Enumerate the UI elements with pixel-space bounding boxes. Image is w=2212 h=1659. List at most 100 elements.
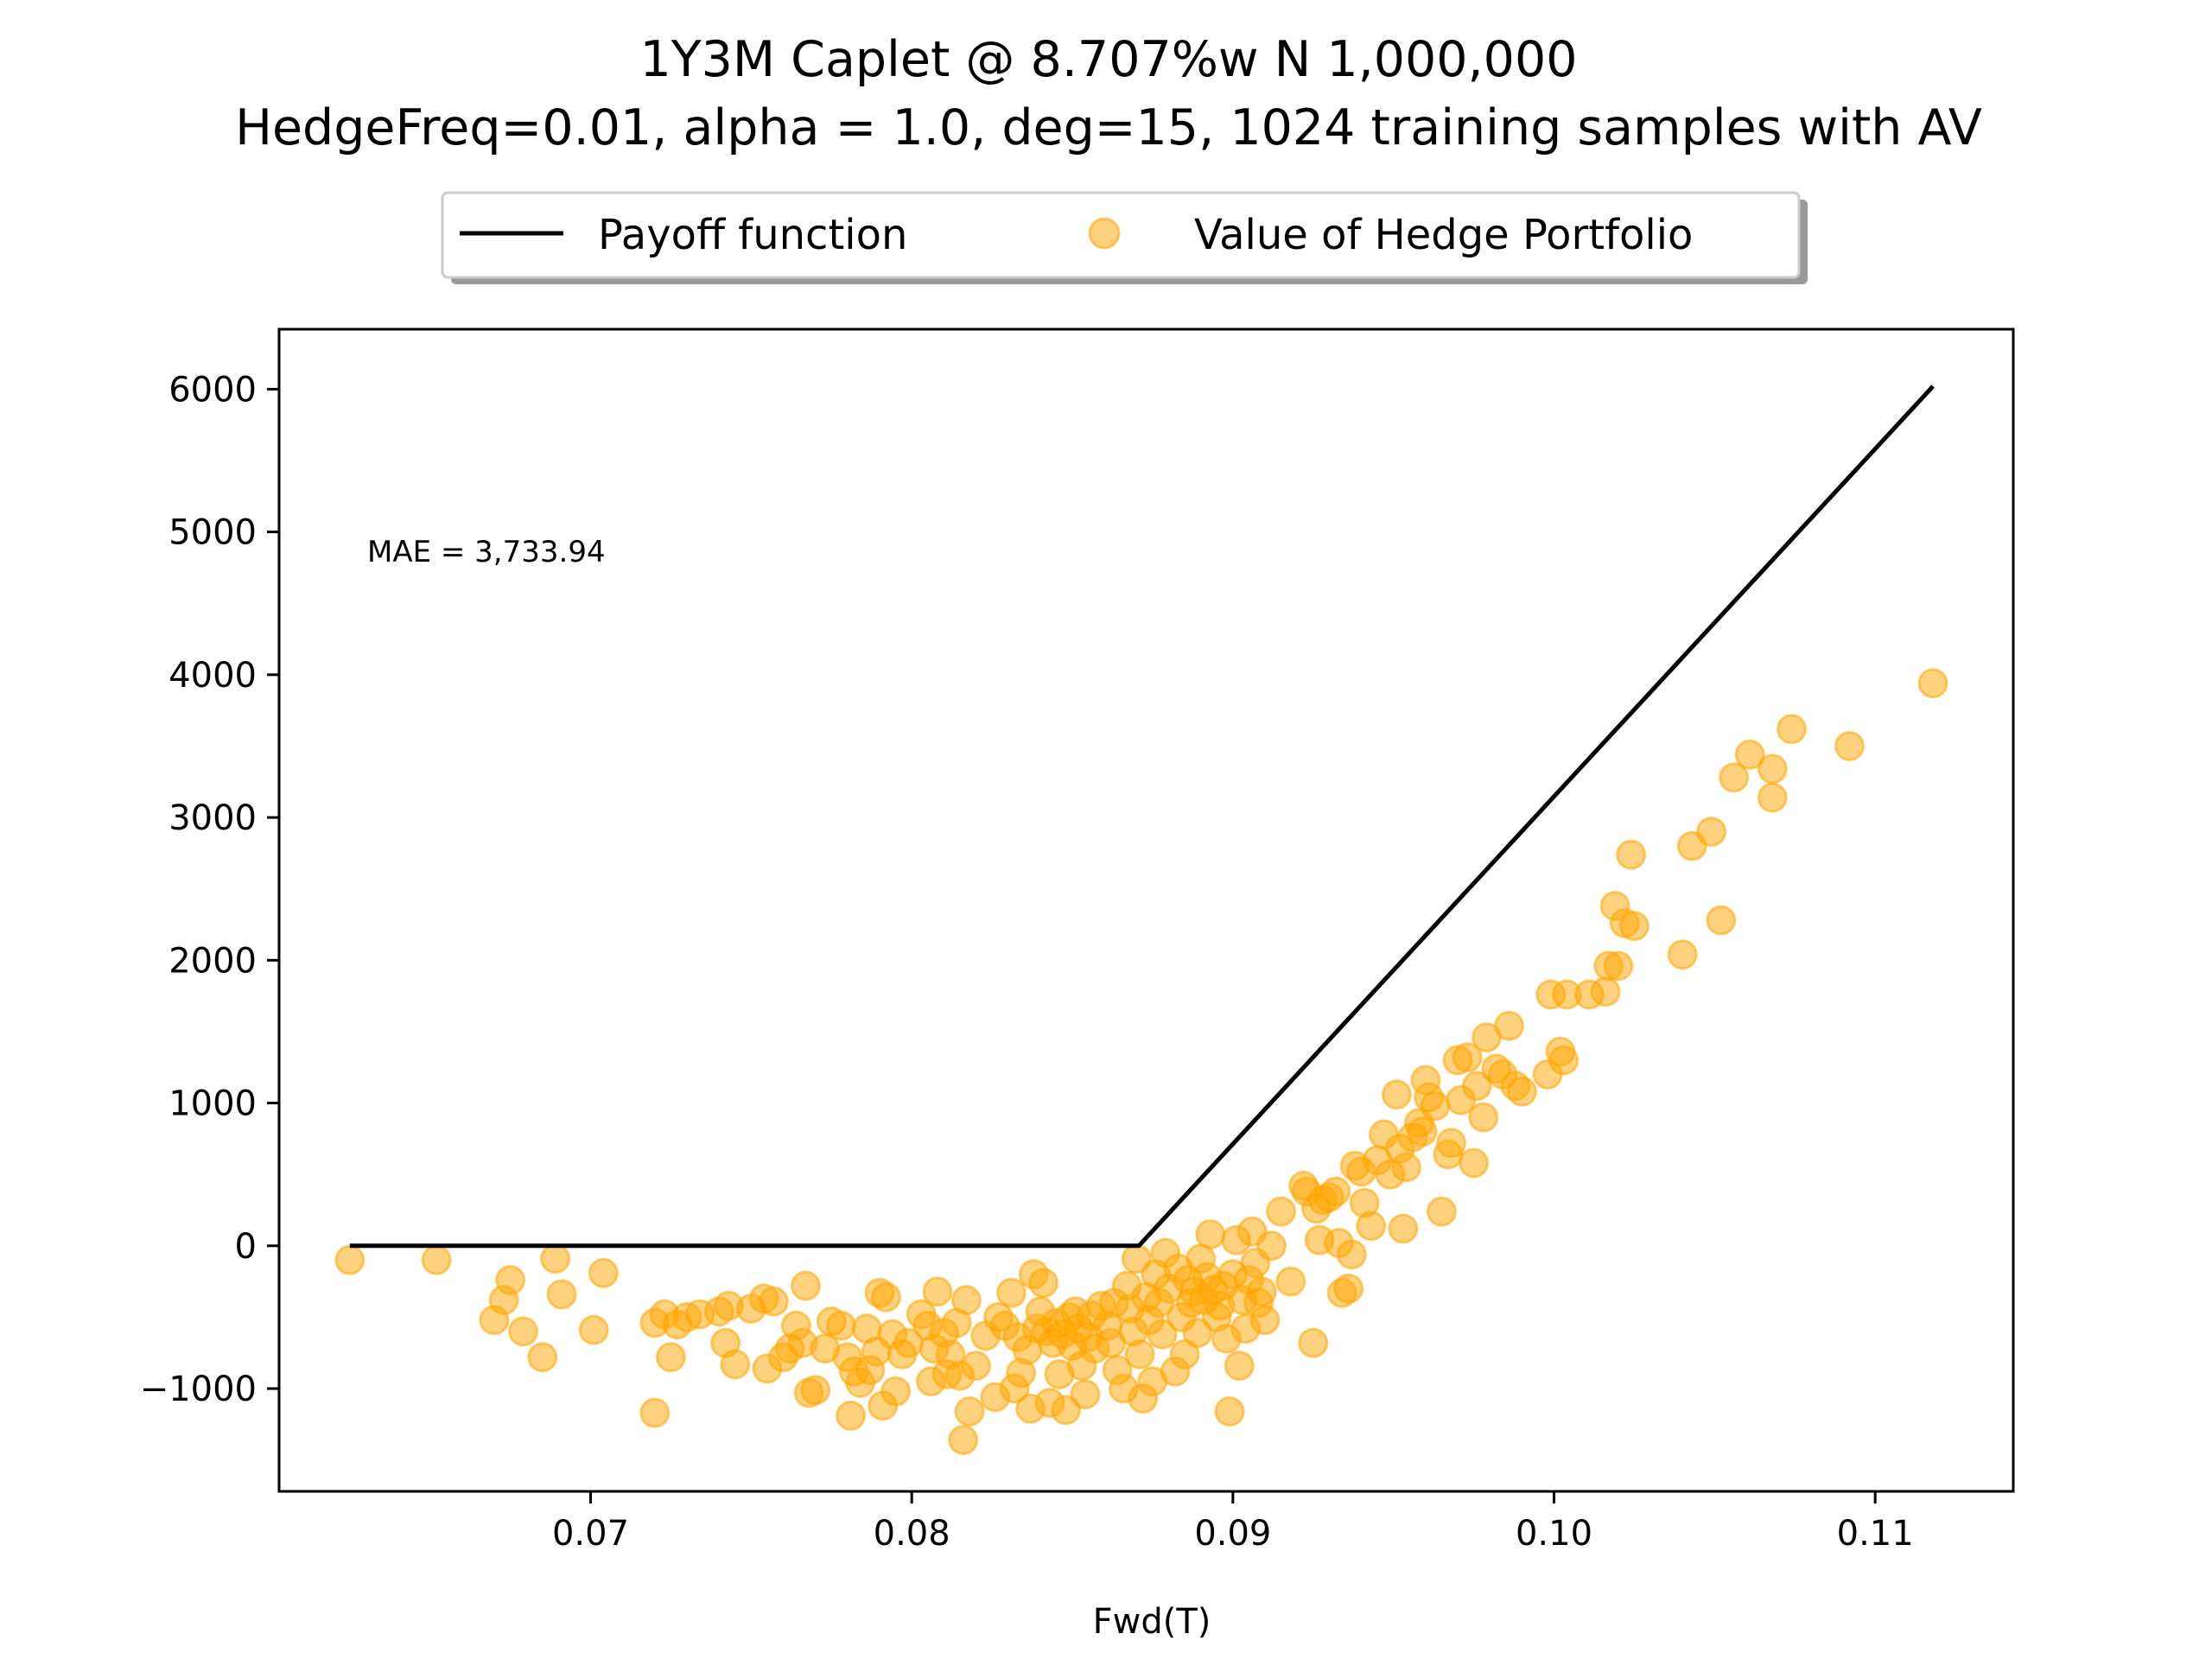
- hedge-point: [1182, 1318, 1213, 1349]
- x-tick-label: 0.08: [874, 1514, 950, 1554]
- hedge-point: [1391, 1152, 1421, 1183]
- hedge-point: [871, 1281, 901, 1313]
- hedge-point: [1426, 1196, 1457, 1227]
- payoff-line: [349, 385, 1935, 1249]
- hedge-point: [1777, 714, 1807, 745]
- hedge-point: [1333, 1273, 1364, 1304]
- hedge-point: [421, 1244, 452, 1275]
- hedge-point: [1461, 1071, 1492, 1102]
- y-tick-label: 1000: [168, 1084, 257, 1124]
- hedge-point: [1407, 1116, 1438, 1147]
- hedge-point: [588, 1257, 619, 1288]
- chart-title-line2: HedgeFreq=0.01, alpha = 1.0, deg=15, 102…: [235, 99, 1982, 156]
- y-tick-label: 2000: [168, 941, 257, 981]
- hedge-point: [758, 1286, 789, 1317]
- hedge-point: [836, 1400, 867, 1431]
- hedge-point: [1249, 1305, 1281, 1336]
- x-axis: 0.07 0.08 0.09 0.10 0.11: [552, 1491, 1914, 1554]
- y-tick-label: 5000: [168, 513, 257, 553]
- y-tick-label: 6000: [168, 370, 257, 410]
- legend-frame: [441, 191, 1801, 279]
- x-tick-label: 0.09: [1194, 1514, 1271, 1554]
- hedge-point: [1459, 1147, 1490, 1179]
- hedge-point: [880, 1376, 912, 1407]
- hedge-point: [1834, 731, 1865, 761]
- hedge-point: [1320, 1176, 1351, 1207]
- hedge-point: [1757, 782, 1788, 813]
- hedge-point: [922, 1276, 953, 1307]
- legend-hedge-swatch: [1088, 217, 1121, 250]
- y-tick-label: −1000: [140, 1370, 257, 1409]
- hedge-point: [1706, 905, 1737, 936]
- hedge-point: [1618, 911, 1649, 942]
- hedge-point: [800, 1375, 831, 1406]
- chart-title-line1: 1Y3M Caplet @ 8.707%w N 1,000,000: [640, 31, 1578, 88]
- hedge-point: [1734, 739, 1765, 770]
- legend-payoff-label: Payoff function: [598, 211, 907, 259]
- hedge-point: [1757, 753, 1788, 785]
- hedge-point: [540, 1243, 571, 1274]
- hedge-point: [1124, 1338, 1155, 1370]
- hedge-point: [1214, 1396, 1245, 1427]
- legend-hedge-label: Value of Hedge Portfolio: [1194, 211, 1693, 259]
- hedge-point: [1436, 1128, 1467, 1159]
- hedge-point: [334, 1244, 365, 1275]
- hedge-point: [791, 1270, 821, 1301]
- hedge-point: [1452, 1042, 1483, 1073]
- hedge-point: [825, 1310, 856, 1341]
- hedge-point: [1256, 1230, 1287, 1262]
- hedge-point: [1917, 668, 1948, 699]
- hedge-portfolio-points: [334, 668, 1948, 1455]
- x-tick-label: 0.10: [1516, 1514, 1592, 1554]
- x-axis-label: Fwd(T): [1093, 1602, 1211, 1642]
- hedge-point: [950, 1285, 982, 1316]
- hedge-point: [1590, 976, 1621, 1007]
- hedge-point: [1051, 1395, 1082, 1426]
- plot-frame: [277, 327, 2015, 1493]
- hedge-point: [546, 1279, 577, 1310]
- hedge-point: [954, 1396, 985, 1427]
- y-tick-label: 0: [235, 1227, 257, 1267]
- hedge-point: [1494, 1010, 1524, 1041]
- hedge-point: [508, 1316, 538, 1347]
- x-tick-label: 0.07: [552, 1514, 629, 1554]
- hedge-point: [961, 1351, 991, 1382]
- hedge-point: [720, 1349, 751, 1380]
- y-axis: −1000 0 1000 2000 3000 4000 5000 6000: [140, 370, 279, 1409]
- hedge-point: [1548, 1045, 1580, 1076]
- y-tick-label: 3000: [168, 798, 257, 838]
- hedge-point: [578, 1314, 609, 1345]
- hedge-point: [1719, 762, 1750, 793]
- hedge-point: [1266, 1196, 1297, 1227]
- hedge-point: [1028, 1268, 1059, 1299]
- hedge-point: [1506, 1076, 1537, 1107]
- hedge-point: [1420, 1090, 1451, 1122]
- hedge-point: [1616, 839, 1647, 870]
- hedge-point: [1603, 950, 1634, 982]
- hedge-point: [495, 1265, 526, 1295]
- hedge-point: [1275, 1266, 1306, 1297]
- hedge-point: [527, 1342, 558, 1373]
- hedge-point: [995, 1277, 1027, 1308]
- hedge-point: [1356, 1211, 1387, 1242]
- hedge-point: [1246, 1276, 1277, 1307]
- hedge-point: [1468, 1102, 1499, 1133]
- hedge-point: [1696, 817, 1727, 848]
- hedge-point: [1224, 1351, 1255, 1382]
- x-tick-label: 0.11: [1837, 1514, 1914, 1554]
- hedge-point: [1381, 1079, 1412, 1110]
- hedge-point: [1070, 1379, 1101, 1410]
- y-tick-label: 4000: [168, 656, 257, 696]
- legend: Payoff function Value of Hedge Portfolio: [441, 191, 1808, 284]
- hedge-point: [1195, 1219, 1226, 1250]
- hedge-point: [1388, 1213, 1419, 1244]
- hedge-point: [655, 1342, 686, 1373]
- hedge-point: [1147, 1319, 1178, 1350]
- hedge-point: [948, 1425, 979, 1455]
- mae-annotation: MAE = 3,733.94: [367, 535, 606, 569]
- hedge-point: [639, 1397, 671, 1428]
- hedge-point: [1298, 1327, 1329, 1358]
- hedge-point: [1667, 939, 1698, 970]
- hedge-point: [1336, 1239, 1367, 1270]
